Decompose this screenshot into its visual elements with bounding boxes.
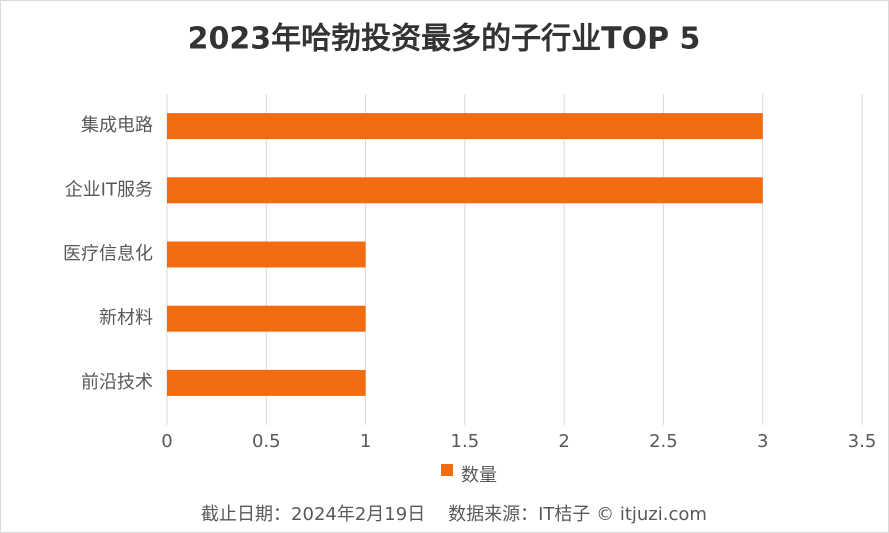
bar xyxy=(167,369,366,396)
source-note: 截止日期：2024年2月19日 数据来源：IT桔子 © itjuzi.com xyxy=(201,504,707,525)
bar xyxy=(167,177,763,204)
x-tick-label: 2 xyxy=(558,431,569,452)
x-tick-label: 3.5 xyxy=(848,431,877,452)
y-tick-label: 前沿技术 xyxy=(81,372,153,393)
x-tick-label: 3 xyxy=(757,431,768,452)
chart-title: 2023年哈勃投资最多的子行业TOP 5 xyxy=(188,22,701,57)
x-tick-label: 0 xyxy=(161,431,172,452)
legend-swatch xyxy=(441,464,453,476)
y-tick-label: 新材料 xyxy=(99,308,153,329)
legend-label: 数量 xyxy=(461,465,497,486)
y-tick-label: 医疗信息化 xyxy=(63,244,153,265)
x-tick-label: 1 xyxy=(360,431,371,452)
x-tick-label: 0.5 xyxy=(252,431,281,452)
bar xyxy=(167,113,763,140)
bar xyxy=(167,241,366,268)
y-tick-label: 集成电路 xyxy=(81,115,153,136)
y-tick-label: 企业IT服务 xyxy=(65,179,153,200)
bar xyxy=(167,305,366,332)
x-tick-label: 1.5 xyxy=(451,431,480,452)
x-tick-label: 2.5 xyxy=(649,431,678,452)
